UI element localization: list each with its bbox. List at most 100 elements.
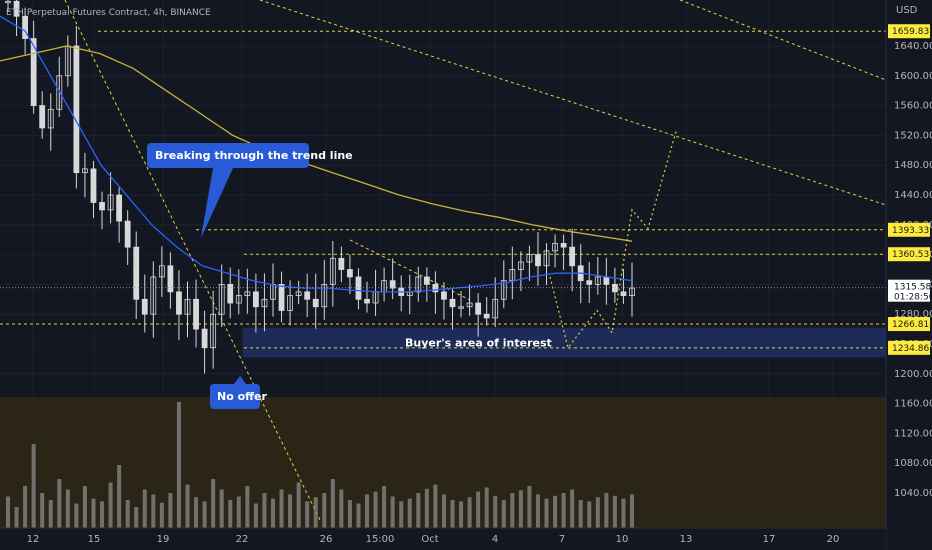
candle-body-54 — [466, 302, 473, 308]
current-price-value: 1315.58 — [894, 283, 931, 293]
volume-bar-0 — [6, 496, 10, 528]
price-tick-4: 1480.00 — [894, 160, 932, 171]
volume-bar-19 — [168, 493, 173, 528]
volume-bar-30 — [262, 493, 267, 528]
volume-bar-39 — [339, 489, 344, 528]
price-tick-3: 1520.00 — [894, 130, 932, 141]
candle-body-62 — [535, 254, 541, 267]
volume-bar-42 — [365, 494, 370, 528]
candle-body-24 — [210, 313, 217, 349]
volume-bar-29 — [253, 503, 258, 528]
volume-bar-6 — [57, 479, 62, 528]
candle-body-72 — [620, 291, 627, 296]
volume-bar-44 — [382, 486, 387, 528]
candle-body-23 — [201, 328, 208, 349]
volume-bar-36 — [313, 497, 318, 528]
candle-body-33 — [287, 295, 293, 311]
volume-bar-10 — [91, 498, 96, 528]
candle-body-5 — [47, 108, 54, 129]
trendline-upper-a — [259, 0, 887, 206]
callout-breaking-trend[interactable]: Breaking through the trend line — [147, 143, 353, 238]
time-tick-2: 19 — [157, 534, 170, 545]
candle-body-68 — [586, 280, 593, 285]
candle-body-15 — [133, 246, 140, 300]
candle-body-61 — [526, 254, 533, 263]
callout-no-offer[interactable]: No offer — [210, 376, 268, 409]
candle-body-14 — [124, 220, 131, 248]
price-axis[interactable] — [886, 0, 932, 550]
volume-bar-48 — [416, 493, 421, 528]
volume-bar-66 — [570, 489, 575, 528]
volume-bar-51 — [441, 494, 446, 528]
volume-bar-24 — [211, 479, 216, 528]
volume-bar-63 — [544, 498, 549, 528]
price-tick-14: 1080.00 — [894, 458, 932, 469]
candle-body-12 — [107, 194, 114, 211]
candle-body-69 — [594, 276, 601, 285]
zone-label: Buyer's area of interest — [405, 337, 552, 350]
time-tick-0: 12 — [27, 534, 40, 545]
candle-body-73 — [629, 287, 635, 296]
volume-bar-25 — [219, 489, 224, 528]
volume-bar-26 — [228, 500, 233, 528]
volume-bar-70 — [604, 493, 609, 528]
candle-body-52 — [449, 298, 456, 308]
price-level-tags: 1659.83 1393.33 1360.53 1266.81 1234.86 — [888, 24, 930, 355]
candle-body-1 — [13, 0, 20, 17]
candle-body-2 — [22, 15, 28, 39]
volume-bar-18 — [159, 502, 164, 528]
candle-body-3 — [30, 38, 37, 107]
volume-bar-47 — [407, 498, 412, 528]
price-tick-2: 1560.00 — [894, 101, 932, 112]
candle-body-71 — [612, 283, 618, 293]
level-tag-text-4: 1234.86 — [892, 344, 929, 354]
candle-body-58 — [500, 280, 507, 300]
candles — [5, 0, 635, 374]
time-tick-1: 15 — [88, 534, 101, 545]
volume-bar-2 — [23, 486, 28, 528]
symbol-title: ETH Perpetual Futures Contract, 4h, BINA… — [6, 8, 211, 18]
candle-body-4 — [39, 105, 46, 129]
candle-body-25 — [218, 283, 225, 315]
candle-body-41 — [355, 276, 362, 300]
candle-body-35 — [304, 291, 311, 300]
candle-body-45 — [389, 280, 396, 289]
volume-bar-34 — [296, 482, 301, 528]
candle-body-17 — [150, 276, 157, 315]
price-tick-1: 1600.00 — [894, 71, 932, 82]
time-axis[interactable] — [0, 528, 886, 550]
volume-bar-43 — [373, 491, 378, 528]
projection-path — [549, 131, 677, 350]
candle-body-18 — [158, 265, 165, 278]
volume-bar-69 — [595, 497, 600, 528]
fast-moving-average-line — [0, 15, 633, 293]
time-tick-4: 26 — [320, 534, 333, 545]
candle-body-13 — [116, 194, 123, 222]
volume-bar-8 — [74, 503, 79, 528]
volume-bar-56 — [484, 487, 489, 528]
volume-bar-7 — [65, 489, 70, 528]
candle-body-65 — [560, 243, 567, 248]
callout-no-offer-text: No offer — [217, 390, 268, 403]
volume-bar-16 — [142, 489, 147, 528]
candle-body-30 — [261, 298, 268, 308]
volume-bar-37 — [322, 493, 327, 528]
level-tag-bg-4 — [888, 340, 930, 355]
candle-body-70 — [603, 276, 610, 285]
candle-body-50 — [432, 283, 439, 293]
candle-body-28 — [244, 291, 251, 296]
candle-body-36 — [312, 298, 319, 308]
volume-bar-28 — [245, 486, 250, 528]
volume-bar-5 — [48, 500, 53, 528]
candle-body-53 — [458, 306, 464, 309]
price-tick-15: 1040.00 — [894, 488, 932, 499]
candle-body-63 — [543, 250, 550, 267]
candle-body-37 — [321, 283, 328, 308]
candle-body-42 — [364, 298, 370, 304]
volume-bar-71 — [612, 495, 617, 528]
volume-bar-55 — [476, 491, 481, 528]
time-tick-6: Oct — [421, 534, 438, 545]
candle-body-60 — [517, 261, 524, 270]
